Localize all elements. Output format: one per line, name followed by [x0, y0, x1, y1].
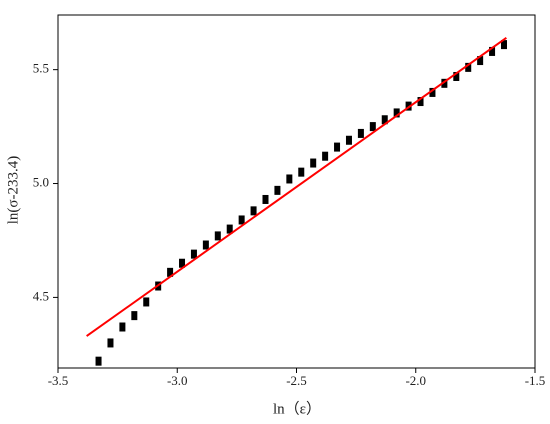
- data-point: [489, 46, 496, 56]
- data-point: [345, 135, 352, 145]
- y-tick-label: 5.5: [33, 61, 49, 76]
- y-axis-title: ln(σ-233.4): [5, 156, 21, 225]
- data-point: [357, 128, 364, 138]
- data-point: [298, 167, 305, 177]
- data-point: [369, 122, 376, 132]
- data-point: [119, 322, 126, 332]
- data-point: [286, 174, 293, 184]
- data-point: [500, 40, 507, 50]
- data-point: [429, 87, 436, 97]
- x-tick-label: -1.5: [525, 373, 546, 388]
- data-point: [107, 338, 114, 348]
- data-point: [477, 56, 484, 66]
- data-point: [262, 194, 269, 204]
- data-point: [190, 249, 197, 259]
- x-tick-label: -2.0: [405, 373, 426, 388]
- y-tick-label: 4.5: [33, 288, 49, 303]
- data-point: [322, 151, 329, 161]
- data-point: [167, 267, 174, 277]
- data-point: [238, 215, 245, 225]
- x-tick-label: -3.0: [167, 373, 188, 388]
- y-tick-label: 5.0: [33, 175, 49, 190]
- data-point: [441, 78, 448, 88]
- data-point: [131, 311, 138, 321]
- data-point: [214, 231, 221, 241]
- data-point: [310, 158, 317, 168]
- data-point: [202, 240, 209, 250]
- data-point: [95, 356, 102, 366]
- x-tick-label: -2.5: [286, 373, 307, 388]
- x-axis-title: ln（ε）: [273, 400, 321, 417]
- plot-area: [86, 36, 507, 366]
- data-point: [465, 62, 472, 72]
- data-point: [179, 258, 186, 268]
- data-point: [226, 224, 233, 234]
- data-point: [453, 71, 460, 81]
- data-point: [143, 297, 150, 307]
- data-point: [334, 142, 341, 152]
- data-point: [250, 206, 257, 216]
- x-tick-label: -3.5: [48, 373, 69, 388]
- fit-line: [86, 36, 507, 337]
- data-point: [417, 97, 424, 107]
- data-point: [274, 185, 281, 195]
- data-point: [381, 115, 388, 125]
- data-point: [393, 108, 400, 118]
